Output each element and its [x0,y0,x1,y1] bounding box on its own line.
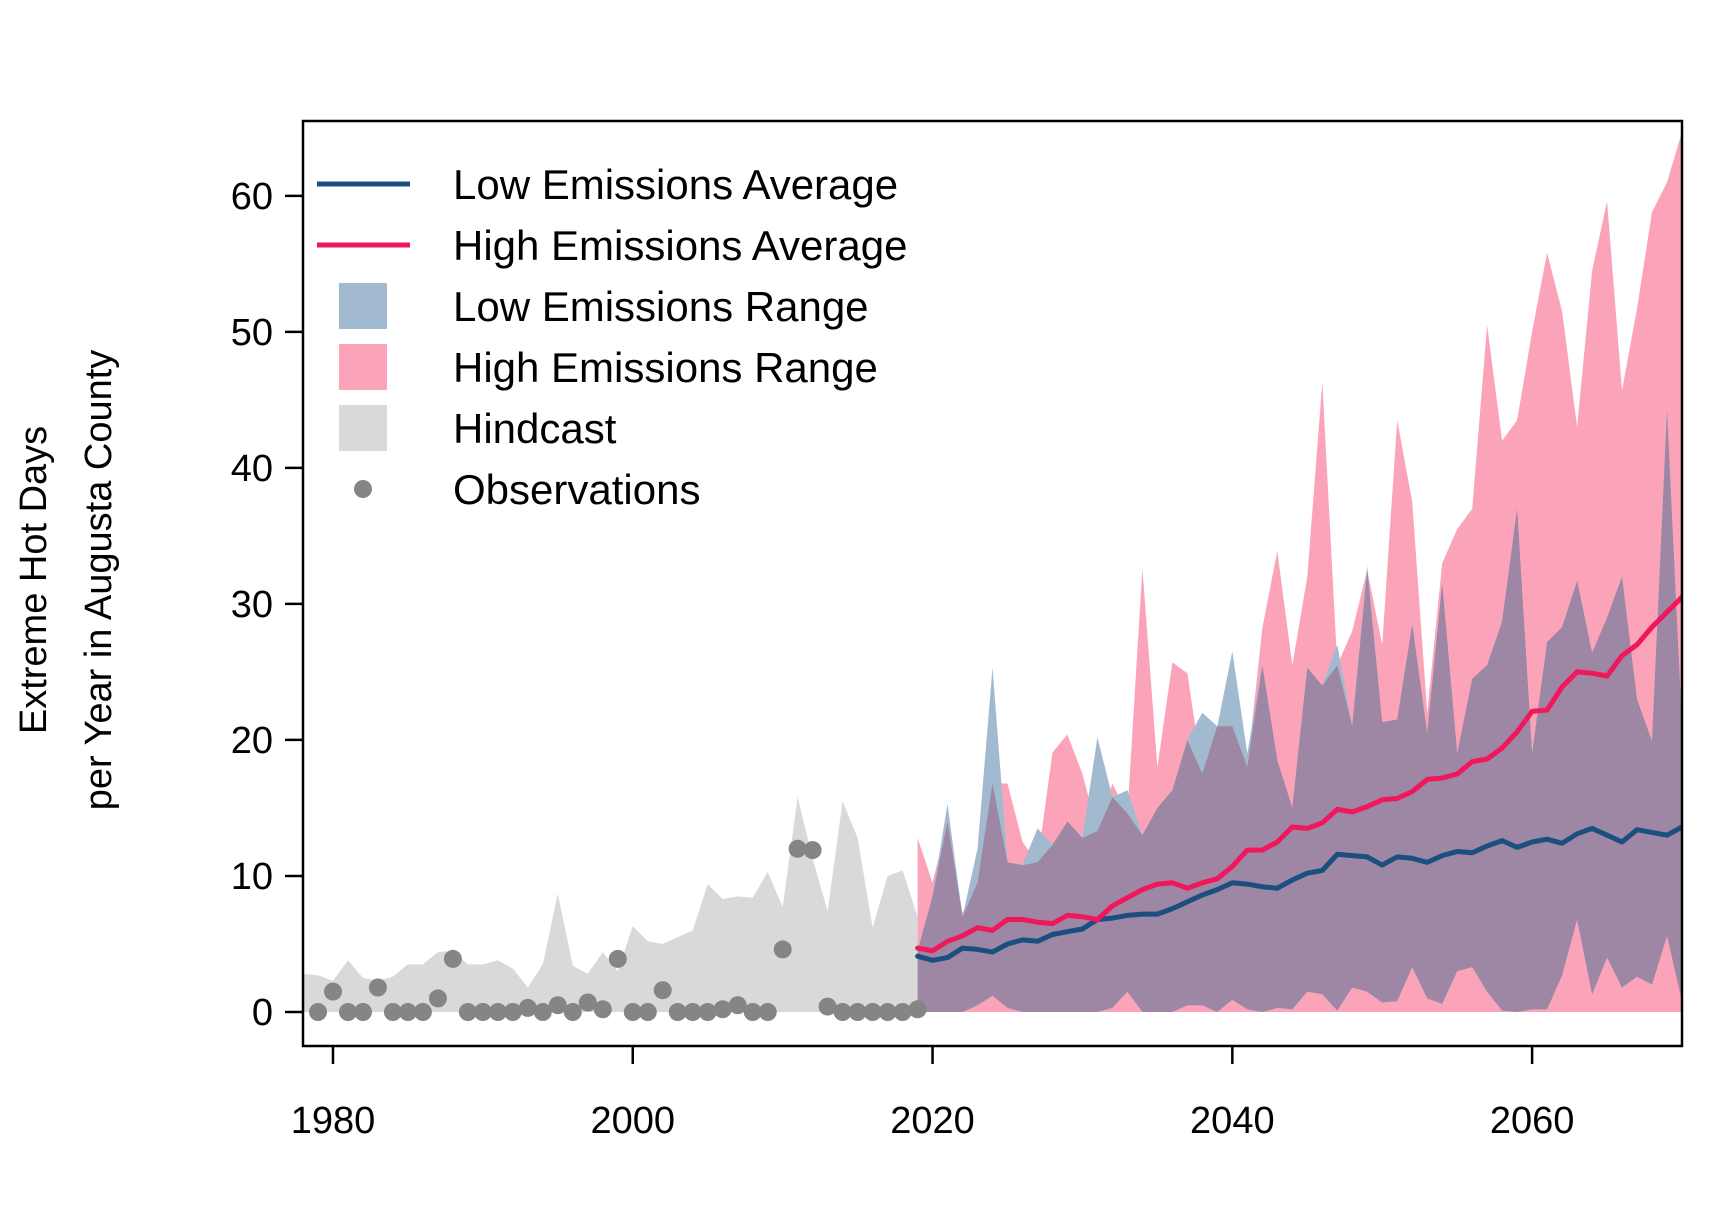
y-axis-title-line-1: Extreme Hot Days [13,426,55,734]
x-tick-label: 2000 [590,1100,675,1142]
observation-point [443,949,462,968]
observation-point [324,982,342,1001]
observation-point [413,1003,432,1021]
hindcast-band [303,797,918,1012]
y-tick-label: 30 [231,584,273,626]
observation-point [653,981,672,1000]
observation-point [518,998,537,1017]
observation-point [743,1003,762,1021]
plot-frame [301,119,1684,1048]
y-tick-label: 50 [231,312,273,354]
observation-point [548,996,567,1015]
observation-point [908,1000,927,1019]
low-emissions-average-line [915,824,1682,963]
observation-point [593,1000,612,1019]
observation-point [863,1003,882,1021]
observation-point [683,1003,702,1021]
observation-point [354,1003,372,1021]
observation-point [563,1003,582,1021]
observation-point [893,1003,912,1021]
legend-key-box [339,405,387,451]
legend: Low Emissions Average High Emissions Aver… [317,161,907,513]
observation-point [368,978,387,997]
observation-point [428,989,447,1008]
y-tick-label: 0 [252,992,273,1034]
observation-point [608,949,627,968]
observation-point [458,1003,477,1021]
observation-point [773,940,792,959]
legend-label: Low Emissions Average [453,161,898,208]
legend-label: Low Emissions Range [453,283,869,330]
observation-point [803,841,822,860]
observation-point [848,1003,867,1021]
observation-point [833,1003,852,1021]
observation-point [878,1003,897,1021]
y-tick-label: 10 [231,856,273,898]
y-tick-label: 60 [231,176,273,218]
observation-point [728,996,747,1015]
legend-label: High Emissions Average [453,222,907,269]
legend-key-box [339,283,387,329]
observation-point [503,1003,522,1021]
y-tick-label: 20 [231,720,273,762]
observation-point [533,1003,552,1021]
observation-points [309,839,927,1021]
observation-point [339,1003,357,1021]
observation-point [788,839,807,858]
observation-point [638,1003,657,1021]
legend-label: High Emissions Range [453,344,878,391]
plot-area [303,131,1682,1021]
observation-point [473,1003,492,1021]
observation-point [698,1003,717,1021]
legend-key-dot [354,480,372,498]
axes: 1980 2000 2020 2040 2060 0 10 20 30 40 50 60 [231,119,1684,1142]
y-axis-title-line-2: per Year in Augusta County [78,350,120,811]
observation-point [309,1003,327,1021]
observation-point [818,997,837,1016]
observation-point [713,1000,732,1019]
high-emissions-average-line [915,594,1682,954]
x-tick-label: 2020 [890,1100,975,1142]
observation-point [758,1003,777,1021]
observation-point [383,1003,402,1021]
observation-point [668,1003,687,1021]
x-tick-label: 2040 [1190,1100,1275,1142]
legend-key-box [339,344,387,390]
observation-point [398,1003,417,1021]
observation-point [623,1003,642,1021]
observation-point [578,993,597,1012]
x-tick-label: 1980 [291,1100,376,1142]
legend-label: Hindcast [453,405,617,452]
x-tick-label: 2060 [1490,1100,1575,1142]
observation-point [488,1003,507,1021]
range-overlap-band [917,410,1682,1012]
legend-label: Observations [453,466,700,513]
y-tick-label: 40 [231,448,273,490]
